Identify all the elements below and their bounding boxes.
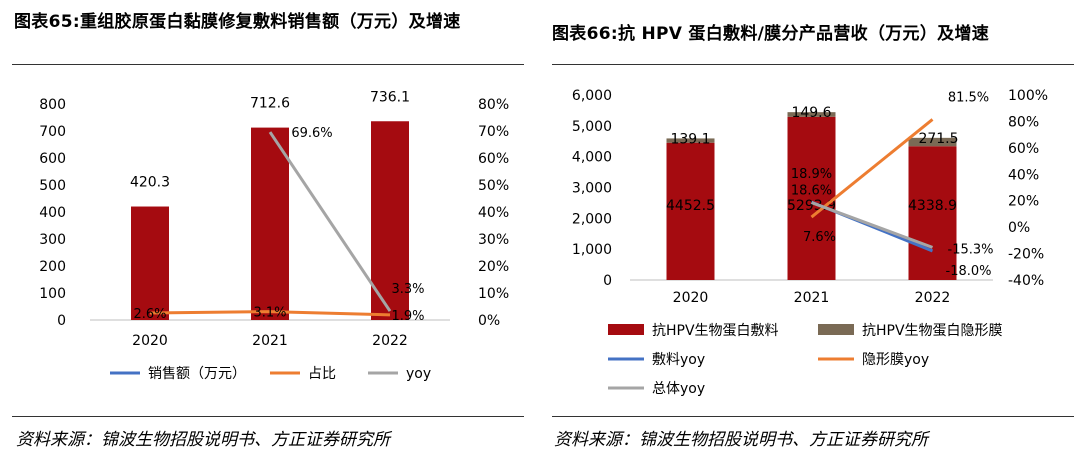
bar-film-label: 149.6 xyxy=(791,105,831,121)
y-right-tick-label: -20% xyxy=(1008,247,1044,263)
y-right-tick-label: 0% xyxy=(1008,220,1030,236)
x-tick-label: 2020 xyxy=(673,290,709,306)
chart-65-plot: 0 100 200 300 400 500 600 700 800 0% 10% 20% 30% 40% 5… xyxy=(39,89,509,382)
y-right-tick-label: 100% xyxy=(1008,88,1048,104)
y-right-tick-label: 40% xyxy=(478,205,509,221)
y-left-tick-label: 600 xyxy=(39,151,66,167)
bar-film xyxy=(787,112,836,117)
y-right-tick-label: 50% xyxy=(478,178,509,194)
title-rule xyxy=(12,64,524,65)
legend-label: 总体yoy xyxy=(652,381,705,397)
bar-data-label: 736.1 xyxy=(370,89,410,105)
y-left-tick-label: 2,000 xyxy=(572,211,612,227)
bar-dressing-label: 5293.9 xyxy=(787,198,836,214)
x-tick-label: 2022 xyxy=(372,333,408,349)
y-left-tick-label: 0 xyxy=(57,313,66,329)
bar-sales xyxy=(131,206,169,320)
bar-data-label: 420.3 xyxy=(130,175,170,191)
legend-swatch xyxy=(608,324,644,335)
y-right-tick-label: 0% xyxy=(478,313,500,329)
bar-film xyxy=(666,138,715,143)
line-yoy-label: 3.3% xyxy=(391,282,424,297)
line-dressing-yoy-label: -18.0% xyxy=(946,264,992,279)
legend-label: yoy xyxy=(406,366,431,382)
chart-title: 图表66:抗 HPV 蛋白敷料/膜分产品营收（万元）及增速 xyxy=(552,24,990,44)
line-share xyxy=(149,310,391,317)
line-yoy-label: 69.6% xyxy=(291,126,332,141)
bar-dressing xyxy=(666,142,715,280)
chart-panel-66: 图表66:抗 HPV 蛋白敷料/膜分产品营收（万元）及增速 0 1,000 2,00… xyxy=(548,0,1080,460)
y-left-tick-label: 800 xyxy=(39,97,66,113)
title-rule xyxy=(552,64,1074,65)
y-left-tick-label: 500 xyxy=(39,178,66,194)
x-tick-label: 2021 xyxy=(794,290,830,306)
y-right-tick-label: 10% xyxy=(478,286,509,302)
legend-label: 敷料yoy xyxy=(652,352,705,368)
bar-film-label: 139.1 xyxy=(670,131,710,147)
source-note: 资料来源：锦波生物招股说明书、方正证券研究所 xyxy=(16,430,390,450)
x-tick-label: 2020 xyxy=(132,333,168,349)
bar-dressing-label: 4452.5 xyxy=(666,198,715,214)
legend-swatch xyxy=(818,324,854,335)
chart-title: 图表65:重组胶原蛋白黏膜修复敷料销售额（万元）及增速 xyxy=(14,12,461,32)
y-left-tick-label: 100 xyxy=(39,286,66,302)
y-left-tick-label: 700 xyxy=(39,124,66,140)
chart-66-plot: 0 1,000 2,000 3,000 4,000 5,000 6,000 -40% -20% 0… xyxy=(572,88,1048,397)
y-left-tick-label: 200 xyxy=(39,259,66,275)
y-right-tick-label: 80% xyxy=(1008,114,1039,130)
line-total-yoy xyxy=(810,201,934,249)
line-dressing-yoy-label: 18.9% xyxy=(791,167,832,182)
line-share-label: 1.9% xyxy=(391,309,424,324)
bar-sales xyxy=(371,121,409,321)
y-right-tick-label: 20% xyxy=(1008,194,1039,210)
bar-film xyxy=(908,137,957,147)
y-right-tick-label: -40% xyxy=(1008,273,1044,289)
source-note: 资料来源：锦波生物招股说明书、方正证券研究所 xyxy=(554,430,928,450)
bar-dressing-label: 4338.9 xyxy=(908,198,957,214)
y-right-tick-label: 20% xyxy=(478,259,509,275)
legend-label: 隐形膜yoy xyxy=(862,352,929,368)
x-tick-label: 2021 xyxy=(252,333,288,349)
source-rule xyxy=(12,416,524,417)
y-right-tick-label: 70% xyxy=(478,124,509,140)
source-rule xyxy=(552,416,1074,417)
legend-label: 抗HPV生物蛋白敷料 xyxy=(652,323,779,339)
legend-label: 占比 xyxy=(308,366,336,382)
y-right-tick-label: 60% xyxy=(1008,141,1039,157)
y-right-tick-label: 80% xyxy=(478,97,509,113)
bar-film-label: 271.5 xyxy=(918,131,958,147)
y-right-tick-label: 30% xyxy=(478,232,509,248)
legend-label: 销售额（万元） xyxy=(148,366,246,382)
legend-label: 抗HPV生物蛋白隐形膜 xyxy=(862,323,1003,339)
y-left-tick-label: 3,000 xyxy=(572,181,612,197)
chart-panel-65: 图表65:重组胶原蛋白黏膜修复敷料销售额（万元）及增速 0 100 200 300 40… xyxy=(0,0,530,460)
y-left-tick-label: 300 xyxy=(39,232,66,248)
line-film-yoy-label: 81.5% xyxy=(948,90,989,105)
y-left-tick-label: 6,000 xyxy=(572,88,612,104)
line-share-label: 2.6% xyxy=(133,307,166,322)
line-film-yoy xyxy=(810,118,934,219)
y-left-tick-label: 1,000 xyxy=(572,242,612,258)
line-total-yoy-label: 18.6% xyxy=(791,184,832,199)
line-share-label: 3.1% xyxy=(253,306,286,321)
bar-sales xyxy=(251,127,289,321)
y-right-tick-label: 40% xyxy=(1008,167,1039,183)
line-film-yoy-label: 7.6% xyxy=(803,230,836,245)
y-left-tick-label: 400 xyxy=(39,205,66,221)
line-yoy xyxy=(268,131,392,312)
y-right-tick-label: 60% xyxy=(478,151,509,167)
line-total-yoy-label: -15.3% xyxy=(948,242,994,257)
y-left-tick-label: 4,000 xyxy=(572,150,612,166)
x-tick-label: 2022 xyxy=(915,290,951,306)
bar-dressing xyxy=(787,116,836,280)
y-left-tick-label: 0 xyxy=(603,273,612,289)
bar-dressing xyxy=(908,146,957,280)
bar-data-label: 712.6 xyxy=(250,96,290,112)
y-left-tick-label: 5,000 xyxy=(572,119,612,135)
